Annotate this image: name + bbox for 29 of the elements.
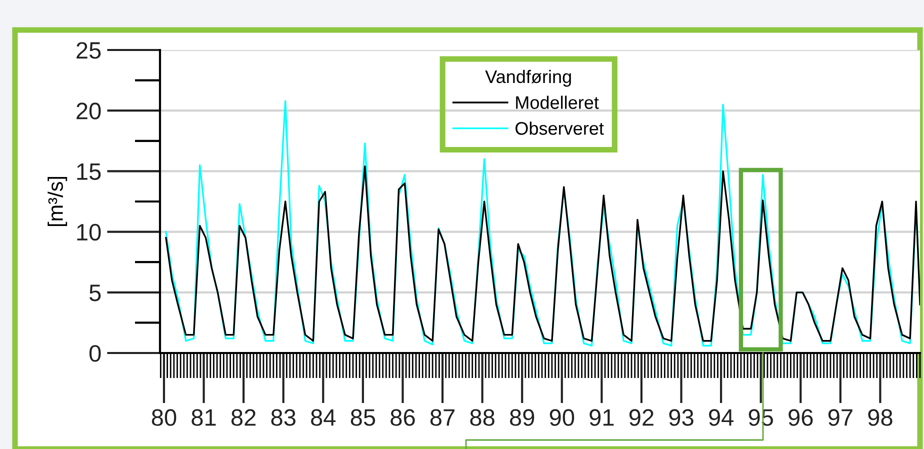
x-tick-label: 93 [669, 409, 694, 426]
x-tick-label: 91 [590, 409, 614, 426]
x-tick-label: 80 [152, 409, 176, 426]
legend-label: Observeret [516, 122, 604, 135]
x-tick-label: 90 [550, 409, 574, 426]
x-tick-label: 86 [390, 409, 415, 426]
legend-label: Modelleret [516, 96, 599, 109]
y-tick-label: 15 [77, 164, 101, 180]
y-tick-label: 0 [89, 345, 101, 362]
x-tick-label: 83 [271, 409, 296, 426]
x-tick-label: 84 [311, 409, 336, 426]
y-tick-label: 20 [76, 102, 101, 120]
legend-title: Vandføring [485, 70, 571, 87]
x-tick-label: 89 [510, 409, 534, 426]
x-tick-label: 85 [350, 409, 376, 426]
x-tick-label: 96 [788, 409, 813, 426]
y-tick-label: 25 [76, 42, 101, 59]
x-tick-label: 97 [828, 409, 852, 426]
x-tick-label: 92 [629, 409, 654, 426]
x-tick-label: 88 [470, 409, 494, 426]
y-axis-title: [m³/s] [48, 176, 68, 226]
y-tick-label: 5 [89, 284, 101, 302]
line-series [165, 166, 920, 342]
y-tick-label: 10 [77, 224, 101, 241]
x-tick-label: 82 [231, 409, 256, 426]
x-tick-label: 87 [430, 409, 454, 426]
x-tick-label: 94 [709, 409, 734, 426]
x-tick-label: 98 [868, 409, 892, 426]
x-tick-label: 81 [192, 409, 216, 426]
